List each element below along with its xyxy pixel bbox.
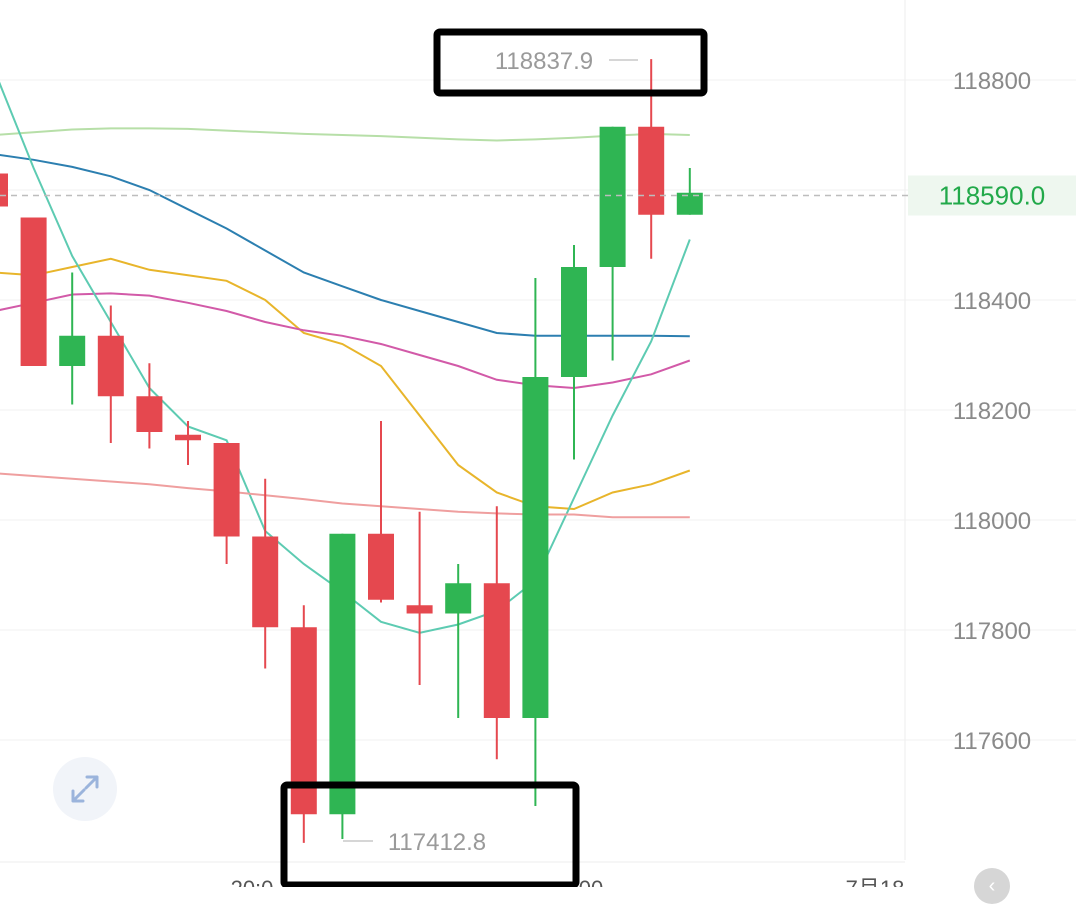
scroll-to-latest-button[interactable]: ‹ [974, 868, 1010, 904]
x-tick-label-1: 00 [579, 876, 603, 887]
high-price-label: 118837.9 [495, 48, 593, 75]
candle-body-5 [175, 434, 201, 441]
candle-body-12 [445, 583, 472, 614]
candle-body-17 [638, 126, 665, 215]
candle-body-16 [599, 126, 626, 267]
expand-icon [71, 775, 99, 803]
y-tick-label-3: 118000 [953, 508, 1031, 535]
y-tick-label-4: 117800 [953, 618, 1031, 645]
candle-body-15 [561, 267, 587, 377]
last-price-label: 118590.0 [939, 181, 1046, 211]
candle-body-2 [59, 335, 86, 366]
moving-average-line-5 [0, 472, 690, 519]
candle-body-10 [368, 533, 394, 600]
last-price-background [908, 175, 1076, 216]
x-tick-label-2: 7月18 [846, 876, 905, 887]
y-tick-label-2: 118200 [953, 398, 1031, 425]
candle-body-14 [522, 377, 549, 718]
candle-body-4 [136, 396, 163, 432]
candle-body-0 [0, 173, 8, 207]
candle-body-9 [329, 533, 356, 815]
y-tick-label-0: 118800 [953, 68, 1031, 95]
candle-body-13 [483, 583, 510, 718]
x-tick-label-0: 20:0 [231, 876, 274, 887]
moving-average-line-0 [0, 127, 690, 142]
y-axis-labels: 118800 118400 118200 118000 117800 117600 [953, 68, 1031, 755]
low-annotation-box [280, 781, 580, 887]
candle-body-11 [406, 605, 433, 614]
x-axis-labels: 20:0 00 7月18 [231, 876, 905, 887]
expand-button[interactable] [53, 757, 117, 821]
candle-body-3 [97, 335, 124, 397]
candles[interactable] [0, 59, 703, 843]
candle-body-7 [252, 536, 279, 628]
high-annotation-box [433, 28, 708, 97]
candle-body-18 [676, 192, 703, 215]
candle-body-1 [20, 217, 47, 366]
y-tick-label-5: 117600 [953, 728, 1031, 755]
y-tick-label-1: 118400 [953, 288, 1031, 315]
low-price-label: 117412.8 [388, 829, 486, 856]
chevron-left-icon: ‹ [988, 874, 996, 897]
candle-body-6 [213, 443, 240, 537]
moving-average-line-2 [0, 257, 691, 511]
